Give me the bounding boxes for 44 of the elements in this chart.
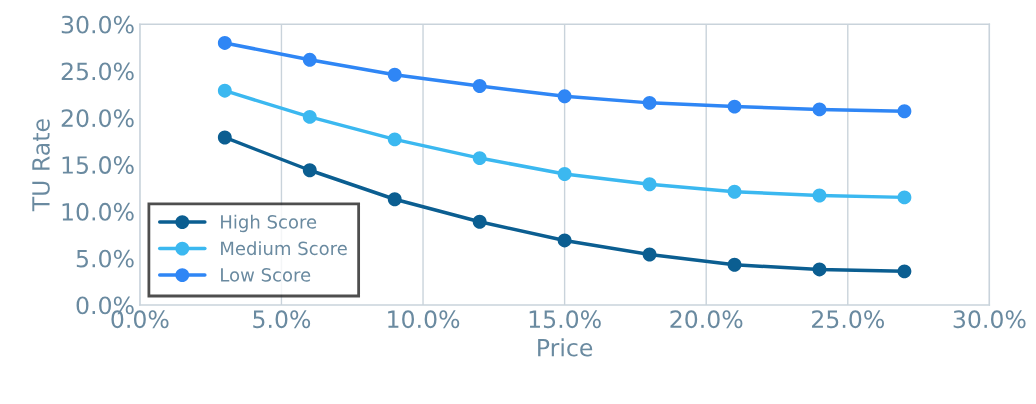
x-axis-title: Price: [538, 338, 593, 357]
y-tick-label: 15.0%: [62, 156, 134, 174]
point: [897, 190, 912, 205]
legend-label: Medium Score: [221, 241, 347, 256]
legend-label: High Score: [221, 214, 317, 233]
x-tick-label: 20.0%: [670, 310, 743, 329]
point: [472, 151, 487, 166]
y-axis-title: TU Rate: [32, 119, 50, 212]
point: [642, 177, 657, 192]
point: [727, 99, 742, 114]
y-tick-label: 25.0%: [61, 62, 134, 81]
x-tick-label: 30.0%: [953, 310, 1026, 329]
x-tick-label: 10.0%: [388, 310, 460, 329]
point: [472, 79, 487, 93]
y-tick-label: 30.0%: [61, 15, 134, 34]
point: [472, 214, 487, 229]
point: [557, 89, 572, 104]
point: [302, 52, 317, 67]
point: [387, 132, 402, 147]
y-tick-label: 20.0%: [61, 109, 134, 128]
y-tick-label: 5.0%: [76, 249, 134, 268]
point: [557, 233, 572, 248]
point: [217, 130, 232, 145]
point: [387, 192, 402, 207]
point: [897, 264, 912, 279]
point: [642, 95, 657, 110]
point: [302, 163, 317, 178]
point: [217, 83, 232, 98]
point: [897, 104, 912, 119]
point: [387, 67, 402, 82]
point: [217, 36, 232, 50]
point: [302, 109, 317, 124]
point: [812, 188, 827, 203]
point: [812, 262, 827, 277]
legend-label: Low Score: [221, 268, 311, 282]
x-tick-label: 15.0%: [529, 310, 601, 329]
point: [812, 102, 827, 117]
point: [727, 184, 742, 199]
point: [642, 247, 657, 262]
x-tick-label: 5.0%: [253, 310, 311, 329]
point: [557, 167, 572, 181]
point: [727, 257, 742, 272]
y-tick-label: 10.0%: [62, 202, 134, 221]
x-tick-label: 25.0%: [812, 310, 884, 329]
